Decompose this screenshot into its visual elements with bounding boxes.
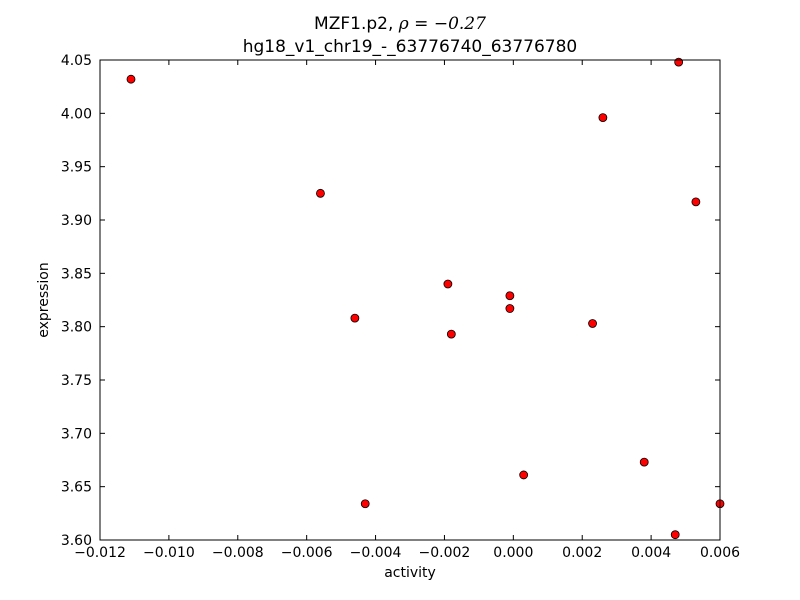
x-tick-label: −0.006 — [281, 545, 333, 561]
data-point — [588, 319, 597, 328]
data-point — [446, 329, 456, 339]
data-point — [443, 279, 453, 289]
data-point — [505, 291, 515, 301]
title-prefix: MZF1.p2, — [314, 14, 399, 34]
y-tick-label: 3.65 — [61, 480, 92, 496]
x-tick-label: 0.006 — [700, 545, 740, 561]
x-tick-label: −0.004 — [350, 545, 402, 561]
title-rho: ρ = −0.27 — [398, 14, 486, 34]
data-point — [126, 74, 136, 84]
data-point — [505, 304, 515, 313]
axis-tick-labels: −0.012 −0.010 −0.008 −0.006 −0.004 −0.002 0.00… — [61, 53, 740, 561]
x-tick-label: 0.000 — [493, 545, 533, 561]
y-tick-label: 3.70 — [61, 426, 92, 442]
data-point — [691, 197, 701, 207]
data-point — [316, 188, 325, 198]
data-point — [360, 499, 370, 509]
y-tick-label: 3.95 — [61, 160, 92, 176]
x-tick-label: −0.012 — [74, 545, 126, 561]
data-point — [639, 457, 649, 467]
y-tick-label: 4.05 — [61, 53, 92, 69]
x-tick-label: −0.002 — [419, 545, 471, 561]
y-tick-label: 3.80 — [61, 320, 92, 336]
x-tick-label: −0.008 — [212, 545, 264, 561]
y-tick-label: 3.90 — [61, 213, 92, 229]
x-tick-label: 0.002 — [562, 545, 602, 561]
y-tick-label: 3.60 — [61, 533, 92, 549]
plot-frame — [99, 59, 721, 541]
data-point — [674, 57, 684, 67]
chart-title: MZF1.p2, ρ = −0.27 — [314, 14, 486, 34]
data-point — [598, 113, 608, 122]
x-tick-label: 0.004 — [631, 545, 671, 561]
data-point — [670, 530, 680, 540]
data-point — [519, 470, 529, 480]
chart-subtitle: hg18_v1_chr19_-_63776740_63776780 — [243, 37, 578, 57]
y-tick-label: 4.00 — [61, 106, 92, 122]
y-axis-label: expression — [36, 262, 52, 338]
data-points — [126, 57, 725, 540]
x-axis-label: activity — [384, 565, 436, 581]
x-tick-label: −0.010 — [143, 545, 195, 561]
data-point — [350, 313, 360, 323]
y-tick-label: 3.85 — [61, 266, 92, 282]
y-tick-label: 3.75 — [61, 373, 92, 389]
